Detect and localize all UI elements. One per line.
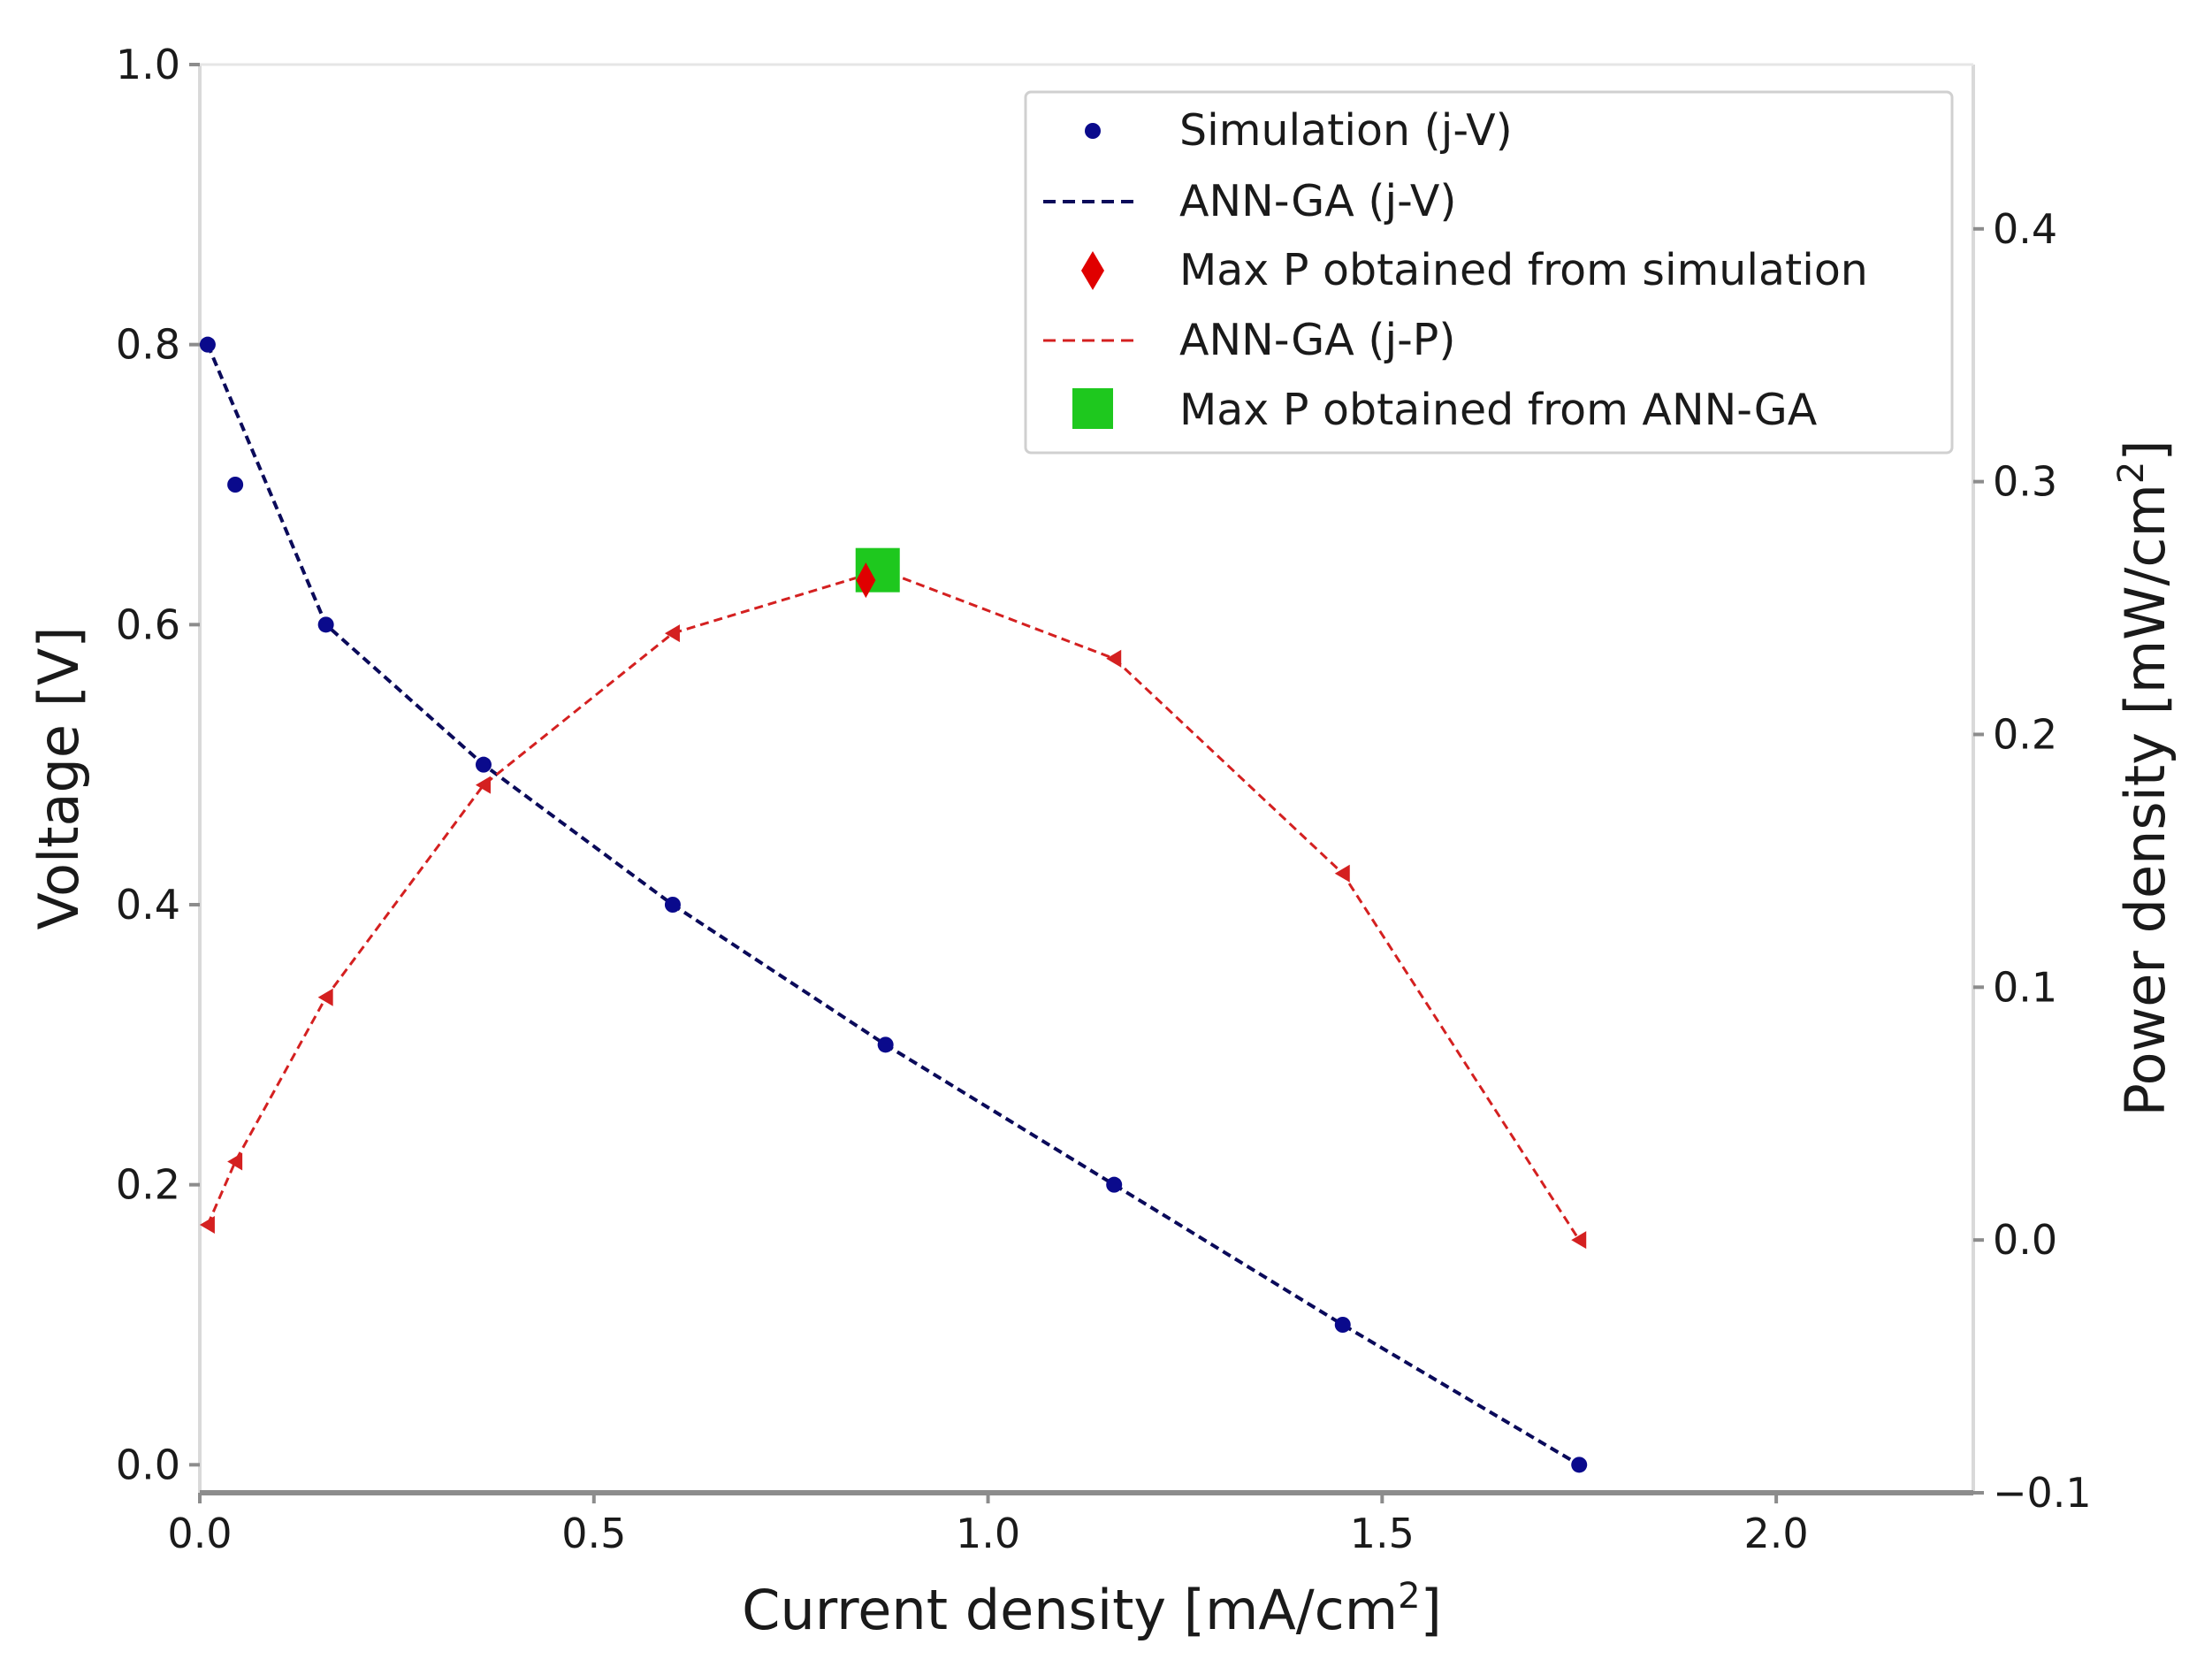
ann-ga-j-p-point <box>227 1152 243 1171</box>
legend: Simulation (j-V) ANN-GA (j-V) Max P obta… <box>1024 90 1954 455</box>
legend-label-max-p-ann-ga: Max P obtained from ANN-GA <box>1179 385 1818 435</box>
ann-ga-j-v-line <box>206 343 1581 1467</box>
y-tick-label: 0.6 <box>116 600 180 648</box>
simulation-j-v-point <box>1571 1457 1588 1473</box>
ann-ga-j-p-point <box>1571 1231 1587 1250</box>
legend-label-ann-ga-jv: ANN-GA (j-V) <box>1179 176 1457 226</box>
ann-ga-j-p-point <box>199 1216 215 1235</box>
y2-tick-label: 0.1 <box>1993 963 2057 1011</box>
y2-tick-label: 0.4 <box>1993 205 2057 253</box>
simulation-j-v-point <box>227 477 244 493</box>
legend-label-simulation-jv: Simulation (j-V) <box>1179 105 1513 156</box>
y-axis-ticks: 0.0 0.2 0.4 0.6 0.8 1.0 <box>116 41 200 1488</box>
x-tick-label: 1.5 <box>1350 1510 1415 1557</box>
simulation-j-v-point <box>1334 1317 1351 1333</box>
y-tick-label: 0.4 <box>116 881 180 929</box>
ann-ga-j-p-line <box>206 569 1581 1241</box>
legend-label-max-p-simulation: Max P obtained from simulation <box>1179 245 1868 295</box>
y-axis-title: Voltage [V] <box>27 626 91 929</box>
x-tick-label: 1.0 <box>956 1510 1020 1557</box>
simulation-j-v-point <box>664 897 681 913</box>
series-markers <box>199 336 1588 1473</box>
y2-tick-label: 0.2 <box>1993 710 2057 758</box>
legend-marker-simulation-jv <box>1085 123 1101 139</box>
max-p-obtained-from-simulation-point <box>856 562 876 599</box>
x-tick-label: 2.0 <box>1744 1510 1809 1557</box>
ann-ga-j-p-point <box>1106 649 1122 668</box>
simulation-j-v-point <box>877 1036 894 1053</box>
x-tick-label: 0.5 <box>561 1510 626 1557</box>
y2-axis-ticks: −0.1 0.0 0.1 0.2 0.3 0.4 <box>1973 205 2092 1517</box>
simulation-j-v-point <box>1106 1176 1123 1193</box>
legend-label-ann-ga-jp: ANN-GA (j-P) <box>1179 315 1455 365</box>
legend-frame <box>1024 90 1954 455</box>
y2-tick-label: 0.3 <box>1993 458 2057 506</box>
ann-ga-j-p-point <box>1334 864 1350 883</box>
ann-ga-j-p-point <box>664 624 680 643</box>
x-axis-ticks: 0.0 0.5 1.0 1.5 2.0 <box>167 1493 1809 1557</box>
ann-ga-j-p-point <box>475 776 491 794</box>
y-tick-label: 0.2 <box>116 1161 180 1209</box>
y2-tick-label: 0.0 <box>1993 1216 2057 1264</box>
y-tick-label: 0.8 <box>116 321 180 369</box>
legend-marker-max-p-simulation <box>1081 251 1104 290</box>
y-tick-label: 1.0 <box>116 41 180 88</box>
y2-tick-label: −0.1 <box>1993 1469 2092 1517</box>
ann-ga-j-p-point <box>317 988 333 1006</box>
legend-marker-max-p-ann-ga <box>1072 388 1113 429</box>
y-tick-label: 0.0 <box>116 1441 180 1488</box>
simulation-j-v-point <box>475 756 492 773</box>
simulation-j-v-point <box>317 616 334 633</box>
series-lines <box>206 343 1581 1467</box>
simulation-j-v-point <box>199 336 216 353</box>
x-axis-title: Current density [mA/cm2] <box>742 1576 1442 1642</box>
y2-axis-title: Power density [mW/cm2] <box>2111 440 2178 1116</box>
axes <box>198 63 1975 1495</box>
x-tick-label: 0.0 <box>167 1510 232 1557</box>
